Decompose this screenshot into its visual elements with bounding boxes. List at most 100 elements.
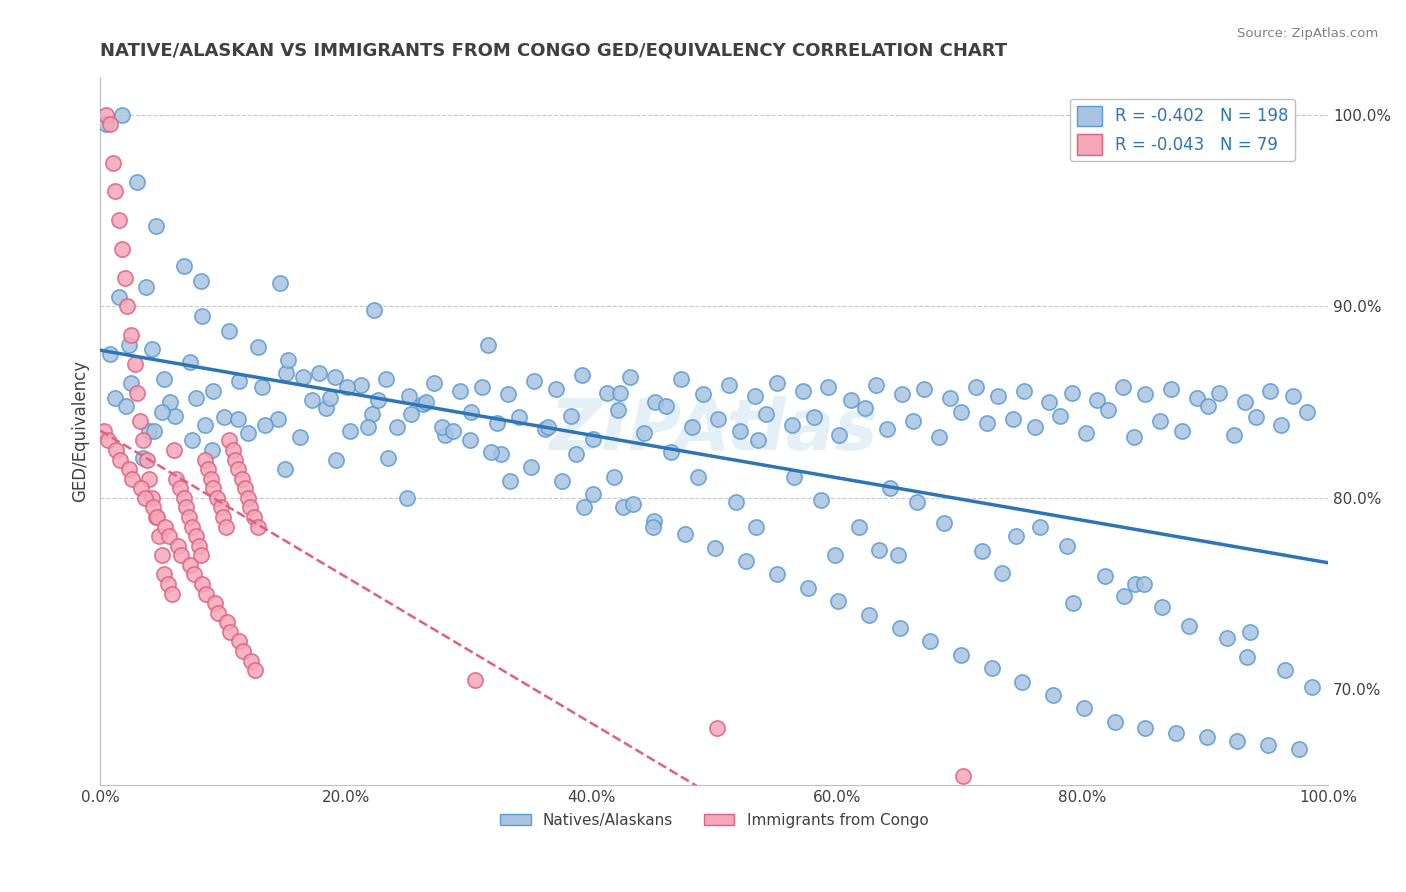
Point [1094, 569, 1116, 583]
Point [1160, 382, 1182, 396]
Point [572, 500, 595, 515]
Point [169, 481, 191, 495]
Point [145, 510, 167, 524]
Point [124, 357, 146, 371]
Point [441, 424, 464, 438]
Point [1301, 681, 1323, 695]
Point [744, 389, 766, 403]
Point [277, 353, 299, 368]
Point [176, 500, 198, 515]
Point [117, 462, 139, 476]
Point [170, 549, 193, 563]
Point [1123, 429, 1146, 443]
Point [932, 516, 955, 530]
Point [717, 377, 740, 392]
Point [1097, 402, 1119, 417]
Point [160, 586, 183, 600]
Point [155, 519, 177, 533]
Point [1244, 410, 1267, 425]
Point [240, 654, 263, 668]
Point [173, 259, 195, 273]
Point [780, 418, 803, 433]
Point [1085, 393, 1108, 408]
Point [905, 494, 928, 508]
Point [396, 491, 419, 505]
Point [1270, 418, 1292, 433]
Point [218, 324, 240, 338]
Point [246, 519, 269, 533]
Point [458, 434, 481, 448]
Point [792, 384, 814, 398]
Text: NATIVE/ALASKAN VS IMMIGRANTS FROM CONGO GED/EQUIVALENCY CORRELATION CHART: NATIVE/ALASKAN VS IMMIGRANTS FROM CONGO … [100, 42, 1008, 60]
Point [200, 472, 222, 486]
Point [537, 420, 560, 434]
Point [226, 462, 249, 476]
Point [191, 577, 214, 591]
Point [226, 412, 249, 426]
Point [1236, 649, 1258, 664]
Point [246, 340, 269, 354]
Point [127, 175, 149, 189]
Point [423, 376, 446, 390]
Point [127, 385, 149, 400]
Point [1073, 701, 1095, 715]
Point [117, 337, 139, 351]
Point [1133, 577, 1156, 591]
Point [641, 519, 664, 533]
Point [607, 402, 630, 417]
Point [96, 118, 118, 132]
Point [848, 519, 870, 533]
Point [1152, 600, 1174, 615]
Point [1012, 384, 1035, 398]
Point [207, 606, 229, 620]
Point [273, 462, 295, 476]
Point [187, 539, 209, 553]
Point [181, 434, 204, 448]
Point [141, 491, 163, 505]
Point [339, 424, 361, 438]
Point [194, 452, 217, 467]
Point [253, 418, 276, 433]
Point [107, 213, 129, 227]
Point [745, 519, 768, 533]
Point [612, 500, 634, 515]
Point [1062, 596, 1084, 610]
Legend: Natives/Alaskans, Immigrants from Congo: Natives/Alaskans, Immigrants from Congo [494, 807, 935, 834]
Point [725, 494, 748, 508]
Point [449, 384, 471, 398]
Point [156, 577, 179, 591]
Point [609, 385, 631, 400]
Point [747, 434, 769, 448]
Point [1001, 412, 1024, 426]
Point [735, 554, 758, 568]
Point [205, 491, 228, 505]
Point [98, 118, 121, 132]
Point [138, 472, 160, 486]
Point [858, 607, 880, 622]
Point [479, 445, 502, 459]
Point [471, 380, 494, 394]
Point [766, 376, 789, 390]
Point [179, 355, 201, 369]
Point [824, 549, 846, 563]
Point [477, 337, 499, 351]
Point [222, 442, 245, 457]
Point [105, 442, 128, 457]
Point [212, 510, 235, 524]
Point [197, 462, 219, 476]
Point [853, 401, 876, 415]
Point [145, 219, 167, 233]
Point [107, 290, 129, 304]
Point [236, 491, 259, 505]
Point [1042, 688, 1064, 702]
Point [142, 500, 165, 515]
Point [508, 410, 530, 425]
Point [980, 661, 1002, 675]
Point [928, 429, 950, 443]
Point [357, 420, 380, 434]
Point [1288, 741, 1310, 756]
Point [269, 277, 291, 291]
Point [889, 621, 911, 635]
Point [148, 529, 170, 543]
Point [183, 567, 205, 582]
